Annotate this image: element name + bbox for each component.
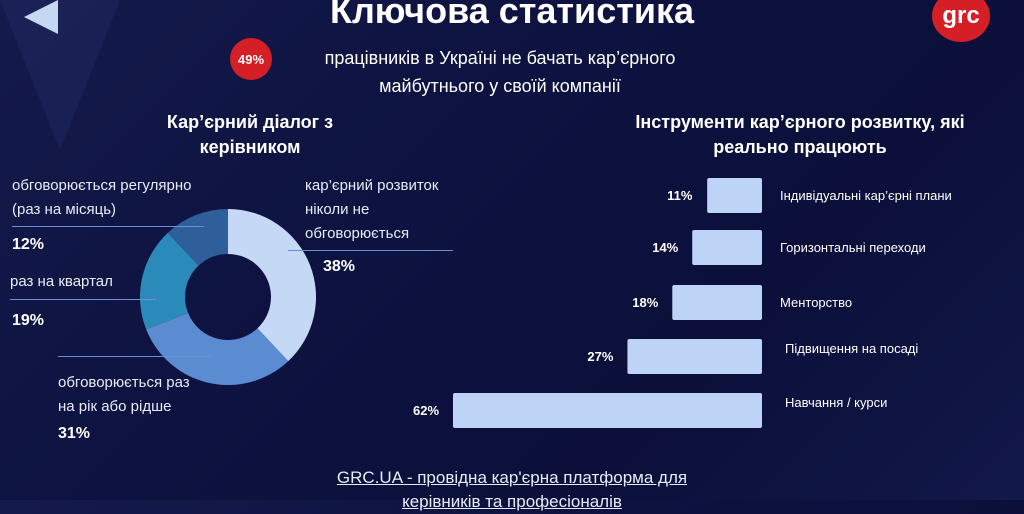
leader-line-quarter: [10, 299, 156, 300]
grc-logo[interactable]: grc: [932, 0, 990, 42]
pct-never: 38%: [323, 258, 356, 275]
charts-svg: [140, 178, 762, 428]
background-decoration: [0, 0, 120, 150]
footer-link[interactable]: GRC.UA - провідна кар'єрна платформа для…: [0, 466, 1024, 514]
back-arrow-icon[interactable]: [24, 0, 58, 34]
subtitle-line2: майбутнього у своїй компанії: [379, 76, 621, 96]
label-yearly-line2: на рік або рідше: [58, 398, 172, 415]
pct-quarter: 19%: [12, 312, 45, 329]
bar-category-label: Менторство: [780, 295, 853, 310]
donut-slice-2: [140, 232, 199, 330]
bar-title-line1: Інструменти кар’єрного розвитку, які: [635, 112, 965, 132]
donut-slice-3: [167, 209, 228, 266]
stat-badge: 49%: [230, 38, 272, 80]
label-quarter: раз на квартал: [10, 273, 113, 290]
label-yearly-line1: обговорюється раз: [58, 374, 190, 391]
bar-value-label: 14%: [652, 240, 679, 255]
label-never-line3: обговорюється: [305, 225, 410, 242]
bar-category-label: Навчання / курси: [785, 395, 888, 410]
bar-3: [627, 339, 762, 374]
bar-2: [672, 285, 762, 320]
subtitle: працівників в Україні не бачать кар’єрно…: [280, 44, 720, 100]
label-monthly: обговорюється регулярно (раз на місяць): [12, 174, 191, 222]
leader-line-yearly: [58, 356, 213, 357]
bar-category-label: Індивідуальні кар’єрні плани: [780, 188, 952, 203]
donut-title-line1: Кар’єрний діалог з: [166, 112, 334, 132]
label-never-line1: кар’єрний розвиток: [305, 177, 439, 194]
donut-title: Кар’єрний діалог з керівником: [120, 110, 380, 160]
pct-yearly: 31%: [58, 425, 91, 442]
bar-title-line2: реально працюють: [713, 137, 887, 157]
donut-slice-0: [228, 209, 316, 362]
footer-line1[interactable]: GRC.UA - провідна кар'єрна платформа для: [336, 468, 688, 487]
bar-4: [453, 393, 762, 428]
bar-category-label: Горизонтальні переходи: [780, 240, 926, 255]
footer-line2[interactable]: керівників та професіоналів: [402, 492, 622, 511]
subtitle-line1: працівників в Україні не бачать кар’єрно…: [324, 48, 676, 68]
donut-title-line2: керівником: [199, 137, 301, 157]
leader-line-monthly: [12, 226, 204, 227]
pct-monthly: 12%: [12, 236, 45, 253]
label-yearly: обговорюється раз на рік або рідше: [58, 371, 190, 419]
page-title: Ключова статистика: [329, 0, 695, 31]
label-monthly-line1: обговорюється регулярно: [12, 177, 192, 194]
bar-value-label: 27%: [587, 349, 614, 364]
leader-line-never: [288, 250, 453, 251]
bar-1: [692, 230, 762, 265]
donut-slice-1: [146, 312, 289, 385]
label-never: кар’єрний розвиток ніколи не обговорюється: [305, 174, 438, 246]
label-monthly-line2: (раз на місяць): [12, 201, 117, 218]
bar-value-label: 11%: [667, 188, 693, 203]
bar-value-label: 62%: [413, 403, 440, 418]
bar-value-label: 18%: [632, 295, 659, 310]
label-never-line2: ніколи не: [305, 201, 370, 218]
bar-category-label: Підвищення на посаді: [785, 341, 919, 356]
bar-0: [707, 178, 762, 213]
bar-title: Інструменти кар’єрного розвитку, які реал…: [600, 110, 1000, 160]
